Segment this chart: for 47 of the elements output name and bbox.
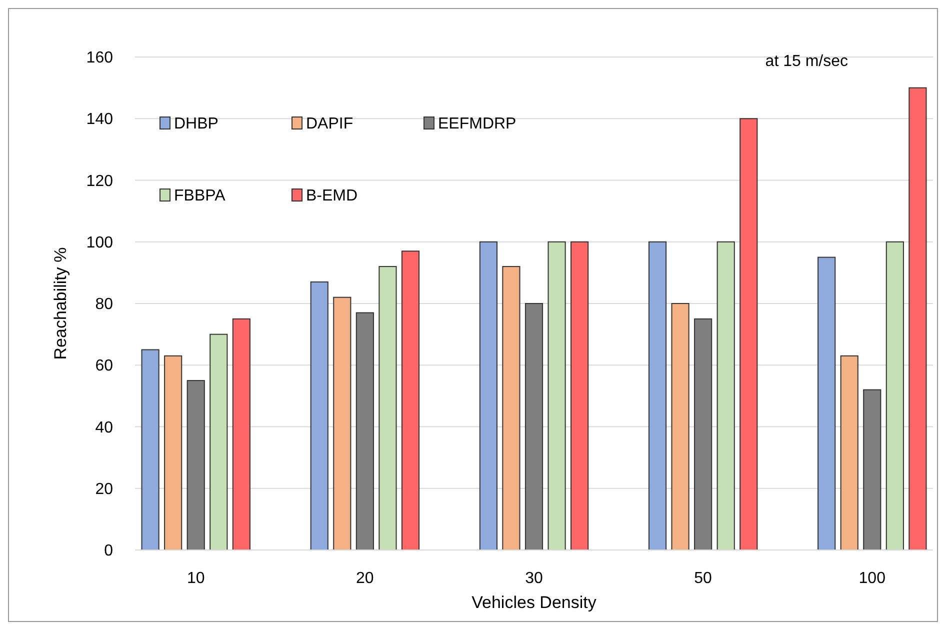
- x-tick-label: 30: [525, 570, 543, 587]
- bar: [378, 266, 397, 550]
- bar: [479, 241, 498, 550]
- x-tick-label: 50: [694, 570, 712, 587]
- bar: [671, 303, 690, 550]
- y-tick-label: 160: [86, 50, 114, 67]
- legend-label: EEFMDRP: [438, 116, 516, 133]
- x-tick-label: 10: [186, 570, 205, 587]
- bar: [694, 318, 712, 550]
- bar: [818, 256, 836, 550]
- legend-label: B-EMD: [306, 188, 358, 205]
- bar: [840, 355, 858, 550]
- y-tick-label: 60: [95, 358, 114, 375]
- y-tick-label: 80: [95, 296, 114, 314]
- bar: [141, 349, 160, 550]
- bar: [232, 318, 250, 550]
- y-tick-label: 0: [104, 542, 114, 560]
- bar: [186, 380, 205, 550]
- bar: [570, 241, 589, 550]
- bar: [740, 118, 758, 550]
- y-tick-label: 140: [86, 111, 114, 128]
- y-tick-label: 40: [95, 419, 114, 436]
- bar: [356, 312, 374, 550]
- bar: [333, 296, 352, 550]
- bar: [863, 389, 882, 550]
- bar: [716, 241, 735, 550]
- bar: [210, 334, 228, 550]
- x-tick-label: 100: [858, 570, 886, 587]
- bar: [648, 241, 667, 550]
- bar: [310, 281, 328, 550]
- y-axis-title: Reachability %: [51, 247, 70, 360]
- y-tick-label: 100: [86, 234, 114, 252]
- y-tick-label: 20: [95, 480, 114, 498]
- legend-label: FBBPA: [174, 188, 226, 205]
- x-tick-label: 20: [356, 570, 374, 587]
- bar: [401, 250, 420, 550]
- x-axis-title: Vehicles Density: [472, 593, 597, 612]
- bar: [886, 241, 904, 550]
- y-tick-label: 120: [86, 172, 114, 190]
- annotation: at 15 m/sec: [765, 53, 848, 70]
- legend-label: DHBP: [174, 116, 218, 133]
- bar: [524, 303, 544, 550]
- bar: [502, 266, 520, 550]
- bar: [908, 87, 927, 550]
- bar: [164, 355, 182, 550]
- legend-label: DAPIF: [306, 116, 354, 133]
- bar: [548, 241, 566, 550]
